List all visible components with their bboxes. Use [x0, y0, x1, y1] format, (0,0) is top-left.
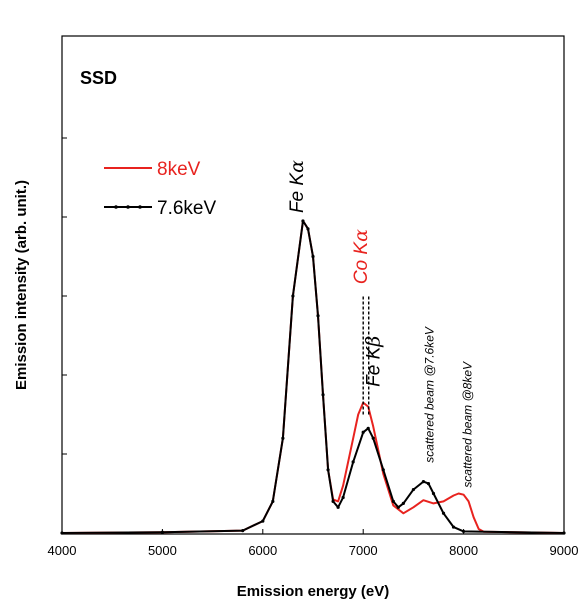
- data-point-7-6kev-14: [336, 505, 340, 509]
- peak-annotation-scattered-beam-7-6kev-3: scattered beam @7.6keV: [422, 326, 436, 463]
- data-point-7-6kev-0: [60, 531, 64, 535]
- data-point-7-6kev-16: [351, 460, 355, 464]
- data-point-7-6kev-5: [281, 436, 285, 440]
- data-point-7-6kev-30: [462, 529, 466, 534]
- x-tick-label-0: 4000: [48, 543, 77, 558]
- y-axis-title: Emission intensity (arb. unit.): [13, 180, 30, 390]
- data-point-7-6kev-6: [291, 294, 295, 298]
- legend-marker-dot-2: [138, 205, 142, 209]
- legend-marker-dot-0: [114, 205, 118, 209]
- series-line-7-6kev: [61, 219, 565, 534]
- legend-label-8kev: 8keV: [157, 159, 201, 180]
- x-tick-label-5: 9000: [550, 543, 579, 558]
- data-point-7-6kev-17: [361, 430, 365, 434]
- x-tick-label-1: 5000: [148, 543, 177, 558]
- data-point-7-6kev-11: [321, 393, 325, 397]
- series-layer: [60, 219, 566, 535]
- legend-marker-dot-1: [126, 205, 130, 209]
- peak-annotation-fe-k-greek-0: Fe Kα: [286, 160, 308, 213]
- data-point-7-6kev-2: [241, 529, 245, 533]
- peak-annotation-co-k-greek-1: Co Kα: [350, 229, 372, 284]
- data-point-7-6kev-31: [562, 531, 566, 535]
- x-tick-label-4: 8000: [449, 543, 478, 558]
- annotation-layer: Fe Kα Co Kα Fe Kβ scattered beam @7.6keV sca…: [286, 160, 475, 488]
- x-tick-label-3: 7000: [349, 543, 378, 558]
- data-point-7-6kev-28: [441, 511, 446, 515]
- data-point-7-6kev-7: [301, 219, 305, 223]
- data-point-7-6kev-26: [426, 482, 431, 486]
- data-point-7-6kev-1: [160, 530, 164, 534]
- x-tick-label-2: 6000: [248, 543, 277, 558]
- legend: 8keV 7.6keV: [104, 159, 216, 219]
- data-point-7-6kev-10: [316, 314, 320, 318]
- data-point-7-6kev-15: [341, 495, 345, 500]
- data-point-7-6kev-23: [401, 501, 405, 505]
- data-point-7-6kev-24: [411, 487, 415, 492]
- data-point-7-6kev-19: [371, 436, 375, 440]
- peak-annotation-scattered-beam-8kev-4: scattered beam @8keV: [461, 361, 475, 488]
- legend-label-7-6kev: 7.6keV: [157, 198, 216, 219]
- data-point-7-6kev-29: [451, 525, 456, 529]
- data-point-7-6kev-22: [396, 505, 400, 509]
- series-points-7-6kev: [60, 219, 566, 535]
- y-axis-ticks: [62, 137, 67, 534]
- x-axis-title: Emission energy (eV): [237, 583, 390, 600]
- data-point-7-6kev-8: [306, 227, 310, 231]
- data-point-7-6kev-9: [311, 254, 315, 259]
- data-point-7-6kev-13: [331, 499, 335, 503]
- peak-annotation-fe-k-greek-2: Fe Kβ: [362, 336, 384, 387]
- data-point-7-6kev-3: [261, 519, 265, 523]
- plot-frame: [61, 35, 565, 535]
- data-point-7-6kev-4: [271, 499, 275, 503]
- data-point-7-6kev-18: [366, 426, 370, 430]
- panel-label: SSD: [80, 68, 117, 88]
- data-point-7-6kev-27: [431, 491, 436, 496]
- data-point-7-6kev-12: [326, 468, 330, 472]
- x-axis-ticks: 4000 5000 6000 7000 8000 9000: [48, 529, 579, 558]
- data-point-7-6kev-20: [381, 468, 385, 472]
- data-point-7-6kev-21: [391, 499, 395, 503]
- data-point-7-6kev-25: [421, 480, 426, 484]
